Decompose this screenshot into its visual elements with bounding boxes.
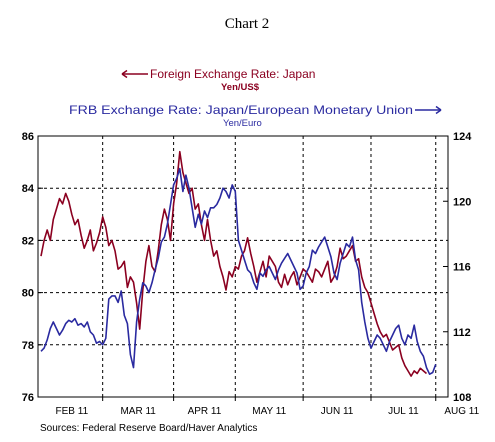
legend-label-japan: Foreign Exchange Rate: Japan xyxy=(150,67,315,81)
x-tick-label: FEB 11 xyxy=(56,406,89,417)
source-note: Sources: Federal Reserve Board/Haver Ana… xyxy=(40,423,257,434)
left-tick-label: 82 xyxy=(22,235,34,247)
legend-arrow-left-icon xyxy=(121,69,128,79)
x-tick-label: MAR 11 xyxy=(120,406,156,417)
right-axis: 108 112 116 120 124 xyxy=(443,131,472,404)
series-group xyxy=(40,150,437,377)
left-axis: 76 78 80 82 84 86 xyxy=(22,131,43,404)
right-tick-label: 108 xyxy=(453,392,471,404)
left-tick-label: 84 xyxy=(22,183,35,195)
x-tick-label: JUL 11 xyxy=(388,406,419,417)
x-tick-label: APR 11 xyxy=(188,406,222,417)
legend-entry-japan: Foreign Exchange Rate: Japan Yen/US$ xyxy=(121,67,315,93)
series-line-japan xyxy=(40,150,428,377)
left-tick-label: 78 xyxy=(22,340,34,352)
left-tick-label: 76 xyxy=(22,392,34,404)
right-tick-label: 120 xyxy=(453,196,471,208)
plot-frame xyxy=(37,135,449,398)
x-tick-label: JUN 11 xyxy=(321,406,354,417)
legend-unit-emu: Yen/Euro xyxy=(223,118,262,129)
x-axis: FEB 11 MAR 11 APR 11 MAY 11 JUN 11 JUL 11 AUG … xyxy=(56,397,480,417)
right-tick-label: 124 xyxy=(453,131,472,143)
grid xyxy=(38,136,448,397)
series-line-emu xyxy=(40,167,437,375)
legend-arrow-right-icon xyxy=(435,105,442,115)
left-tick-label: 80 xyxy=(22,288,34,300)
x-tick-label: MAY 11 xyxy=(252,406,286,417)
left-tick-label: 86 xyxy=(22,131,34,143)
legend-unit-japan: Yen/US$ xyxy=(221,82,260,93)
x-tick-label: AUG 11 xyxy=(444,406,479,417)
chart-title: Chart 2 xyxy=(225,16,270,32)
legend-entry-emu: FRB Exchange Rate: Japan/European Moneta… xyxy=(69,103,442,129)
right-tick-label: 112 xyxy=(453,327,471,339)
right-tick-label: 116 xyxy=(453,262,471,274)
legend-label-emu: FRB Exchange Rate: Japan/European Moneta… xyxy=(69,103,413,117)
